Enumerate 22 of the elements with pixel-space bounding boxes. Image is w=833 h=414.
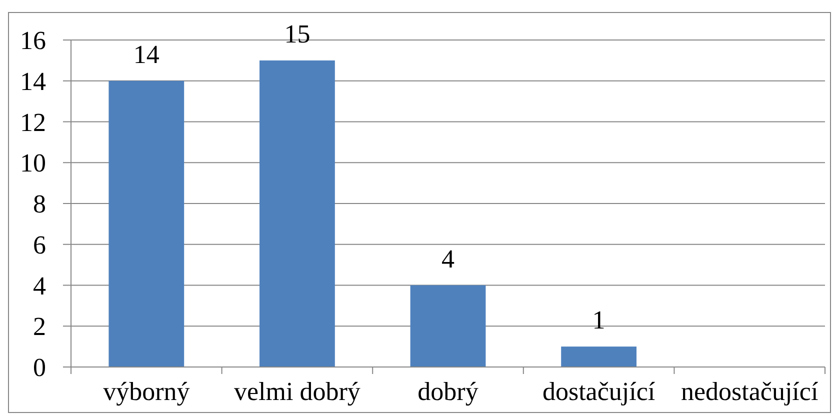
y-tick-label: 8: [33, 190, 46, 219]
y-tick-label: 0: [33, 353, 46, 382]
y-tick-label: 12: [20, 108, 46, 137]
bar: [108, 80, 184, 367]
y-tick-label: 16: [20, 26, 46, 56]
y-tick-label: 14: [20, 66, 46, 96]
bar: [561, 346, 636, 367]
bar: [410, 285, 486, 367]
data-label: 1: [592, 306, 606, 335]
y-tick-label: 4: [33, 271, 46, 300]
data-label: 4: [442, 244, 454, 274]
data-label: 14: [133, 40, 160, 69]
x-tick-label: dobrý: [418, 377, 478, 406]
y-tick-label: 10: [20, 148, 46, 178]
x-tick-label: nedostačující: [681, 377, 818, 406]
x-tick-label: výborný: [103, 377, 190, 406]
y-tick-label: 6: [33, 230, 46, 260]
bar: [260, 60, 335, 367]
data-label: 15: [284, 19, 310, 48]
x-tick-label: velmi dobrý: [234, 377, 360, 406]
y-tick-label: 2: [33, 312, 46, 342]
x-tick-label: dostačující: [542, 377, 656, 406]
